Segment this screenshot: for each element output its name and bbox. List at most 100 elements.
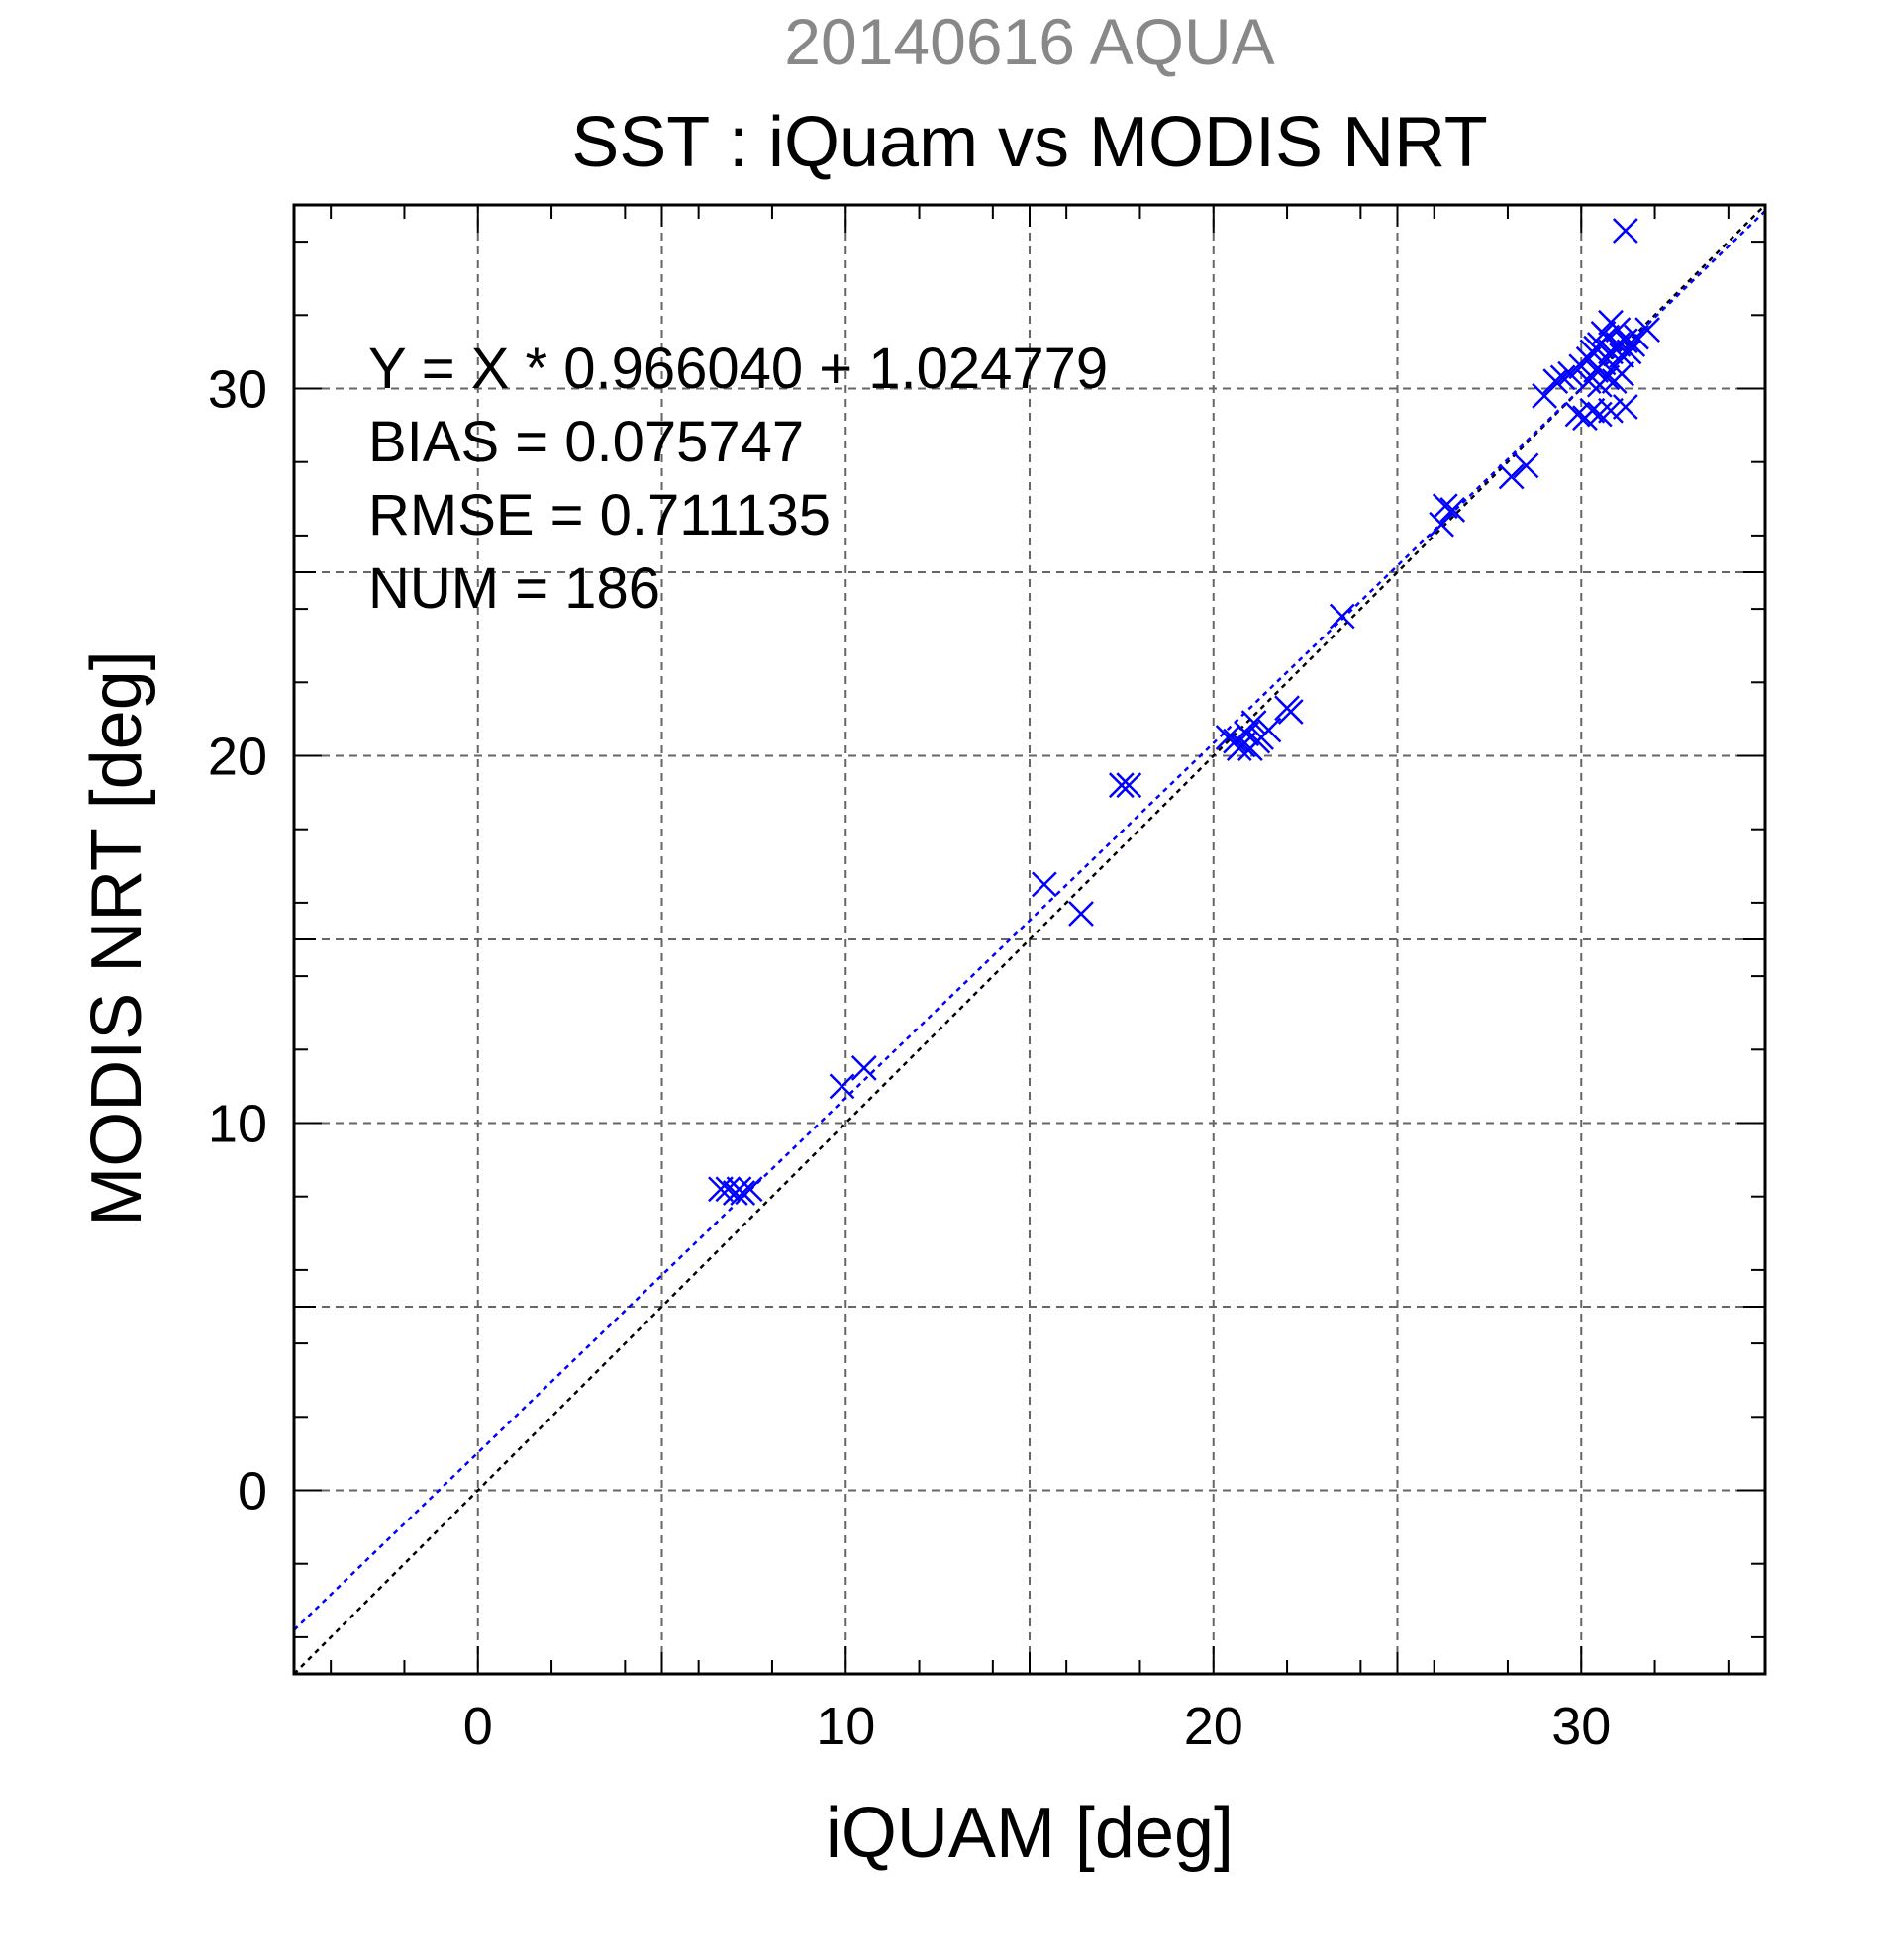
- y-tick-label: 20: [208, 728, 267, 787]
- data-point-stroke: [715, 1176, 742, 1203]
- stat-rmse: RMSE = 0.711135: [368, 483, 831, 547]
- reference-lines: [293, 204, 1766, 1675]
- data-point: [1226, 735, 1252, 761]
- data-point-stroke: [1609, 360, 1634, 387]
- axis-ticks: [293, 204, 1766, 1675]
- data-point: [1594, 364, 1621, 391]
- x-tick-label: 20: [1184, 1697, 1243, 1756]
- data-point: [1564, 401, 1591, 428]
- data-point: [829, 1073, 855, 1100]
- data-point-stroke: [1244, 728, 1271, 754]
- data-point: [715, 1176, 742, 1203]
- data-point-stroke: [1612, 394, 1638, 420]
- data-point-stroke: [1590, 349, 1617, 376]
- chart-supertitle: 20140616 AQUA: [784, 5, 1274, 78]
- data-point: [1616, 339, 1642, 365]
- data-point-stroke: [1575, 368, 1602, 394]
- data-point-stroke: [1590, 320, 1617, 346]
- data-point-stroke: [1542, 368, 1569, 394]
- data-point-stroke: [1598, 397, 1624, 424]
- data-point-stroke: [1116, 772, 1142, 799]
- data-point: [1432, 493, 1458, 520]
- data-point: [737, 1176, 763, 1203]
- x-tick-label: 30: [1551, 1697, 1611, 1756]
- data-point-stroke: [1583, 335, 1609, 361]
- data-point: [1116, 772, 1142, 799]
- data-points: [708, 218, 1661, 1206]
- data-point-stroke: [850, 1054, 877, 1081]
- data-point: [1068, 901, 1094, 927]
- data-point-stroke: [1429, 511, 1454, 538]
- data-point-stroke: [1234, 721, 1260, 747]
- stat-bias: BIAS = 0.075747: [368, 410, 804, 474]
- data-point: [1542, 368, 1569, 394]
- stat-num: NUM = 186: [368, 556, 660, 621]
- data-point-stroke: [1549, 364, 1576, 391]
- data-point: [1277, 699, 1304, 725]
- data-point-stroke: [1575, 345, 1602, 372]
- data-point-stroke: [1612, 218, 1638, 244]
- data-point: [1557, 360, 1583, 387]
- data-point: [1579, 397, 1606, 424]
- data-point: [1031, 871, 1057, 898]
- data-point: [1244, 728, 1271, 754]
- data-point-stroke: [1634, 317, 1661, 343]
- data-point: [1439, 497, 1466, 523]
- data-point: [708, 1176, 734, 1203]
- x-axis-label: iQUAM [deg]: [826, 1794, 1234, 1873]
- data-point: [1590, 320, 1617, 346]
- x-tick-label: 10: [816, 1697, 875, 1756]
- data-point-stroke: [1277, 699, 1304, 725]
- data-point: [1234, 721, 1260, 747]
- y-axis-label: MODIS NRT [deg]: [77, 650, 156, 1226]
- regression-line: [293, 210, 1766, 1631]
- data-point: [1612, 218, 1638, 244]
- data-point: [1624, 324, 1649, 350]
- data-point-stroke: [1432, 493, 1458, 520]
- data-point: [1575, 368, 1602, 394]
- data-point-stroke: [737, 1176, 763, 1203]
- data-point: [1598, 309, 1624, 336]
- tick-labels: 0 10 20 30 0 10 20 30: [208, 360, 1611, 1757]
- data-point: [1108, 772, 1135, 799]
- data-point: [1329, 603, 1355, 630]
- data-point-stroke: [1598, 309, 1624, 336]
- data-point: [1634, 317, 1661, 343]
- data-point-stroke: [1226, 735, 1252, 761]
- data-point-stroke: [1498, 463, 1525, 490]
- data-point-stroke: [1624, 324, 1649, 350]
- chart-title: SST : iQuam vs MODIS NRT: [571, 103, 1488, 182]
- y-tick-label: 30: [208, 360, 267, 420]
- fit-statistics: Y = X * 0.966040 + 1.024779 BIAS = 0.075…: [368, 337, 1108, 621]
- stat-regression: Y = X * 0.966040 + 1.024779: [368, 337, 1108, 401]
- data-point-stroke: [1031, 871, 1057, 898]
- data-point-stroke: [1564, 401, 1591, 428]
- data-point: [1549, 364, 1576, 391]
- data-point: [1609, 360, 1634, 387]
- identity-line: [293, 204, 1766, 1675]
- data-point: [1498, 463, 1525, 490]
- data-point: [1513, 452, 1539, 479]
- data-point-stroke: [1579, 397, 1606, 424]
- data-point: [730, 1180, 756, 1206]
- data-point-stroke: [708, 1176, 734, 1203]
- data-point: [1583, 335, 1609, 361]
- data-point: [850, 1054, 877, 1081]
- data-point: [1429, 511, 1454, 538]
- x-tick-label: 0: [463, 1697, 493, 1756]
- data-point-stroke: [1513, 452, 1539, 479]
- data-point-stroke: [730, 1180, 756, 1206]
- data-point: [1598, 397, 1624, 424]
- data-point: [1612, 394, 1638, 420]
- data-point-stroke: [1068, 901, 1094, 927]
- data-point-stroke: [1108, 772, 1135, 799]
- data-point-stroke: [1557, 360, 1583, 387]
- data-point-stroke: [1439, 497, 1466, 523]
- y-tick-label: 10: [208, 1095, 267, 1154]
- data-point-stroke: [829, 1073, 855, 1100]
- data-point-stroke: [1594, 364, 1621, 391]
- data-point-stroke: [1329, 603, 1355, 630]
- y-tick-label: 0: [238, 1462, 267, 1521]
- data-point-stroke: [1616, 339, 1642, 365]
